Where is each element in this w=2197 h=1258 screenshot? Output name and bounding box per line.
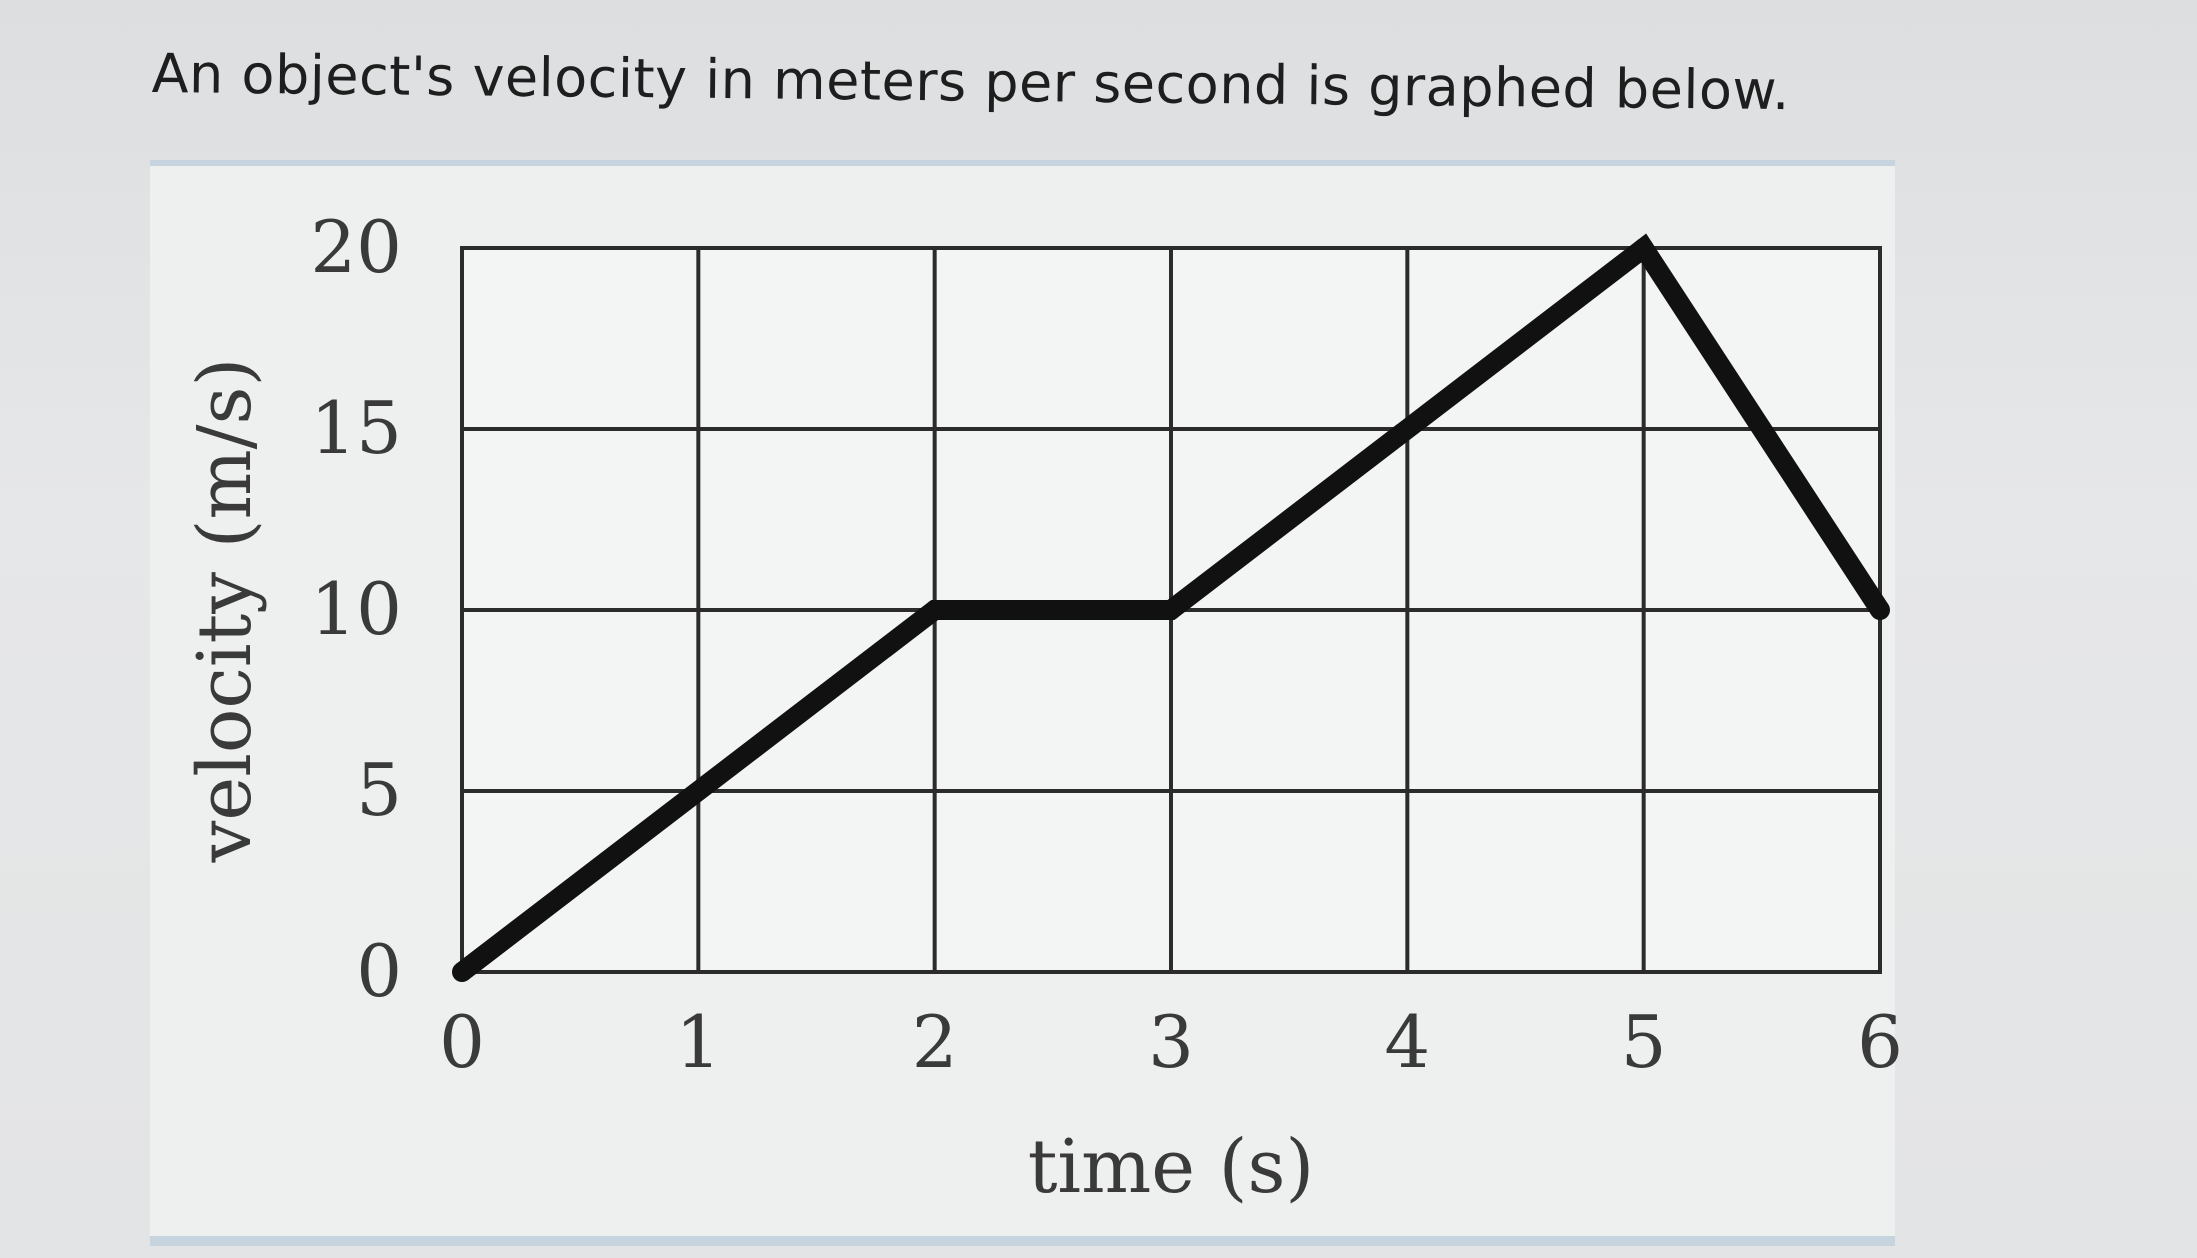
- x-tick-label-4: 4: [1384, 1000, 1430, 1084]
- y-tick-label-15: 15: [310, 386, 402, 470]
- y-tick-label-10: 10: [310, 567, 402, 651]
- y-axis-label: velocity (m/s): [182, 358, 268, 864]
- x-tick-label-6: 6: [1857, 1000, 1903, 1084]
- x-tick-label-5: 5: [1621, 1000, 1667, 1084]
- data-point-0-3: [1633, 238, 1654, 258]
- x-tick-label-2: 2: [912, 1000, 958, 1084]
- y-tick-label-5: 5: [356, 748, 402, 832]
- data-point-0-4: [1870, 600, 1890, 620]
- x-axis-label: time (s): [1028, 1124, 1315, 1210]
- data-point-0-0: [452, 962, 472, 982]
- x-tick-label-0: 0: [439, 1000, 485, 1084]
- x-tick-label-1: 1: [675, 1000, 721, 1084]
- tick-labels: 0 1 2 3 4 5 6 0 5 10 15 20: [310, 205, 1903, 1084]
- data-point-0-2: [1161, 600, 1181, 620]
- y-tick-label-0: 0: [356, 929, 402, 1013]
- data-point-0-1: [924, 600, 945, 620]
- series: [452, 233, 1890, 982]
- x-tick-label-3: 3: [1148, 1000, 1194, 1084]
- y-tick-label-20: 20: [310, 205, 402, 289]
